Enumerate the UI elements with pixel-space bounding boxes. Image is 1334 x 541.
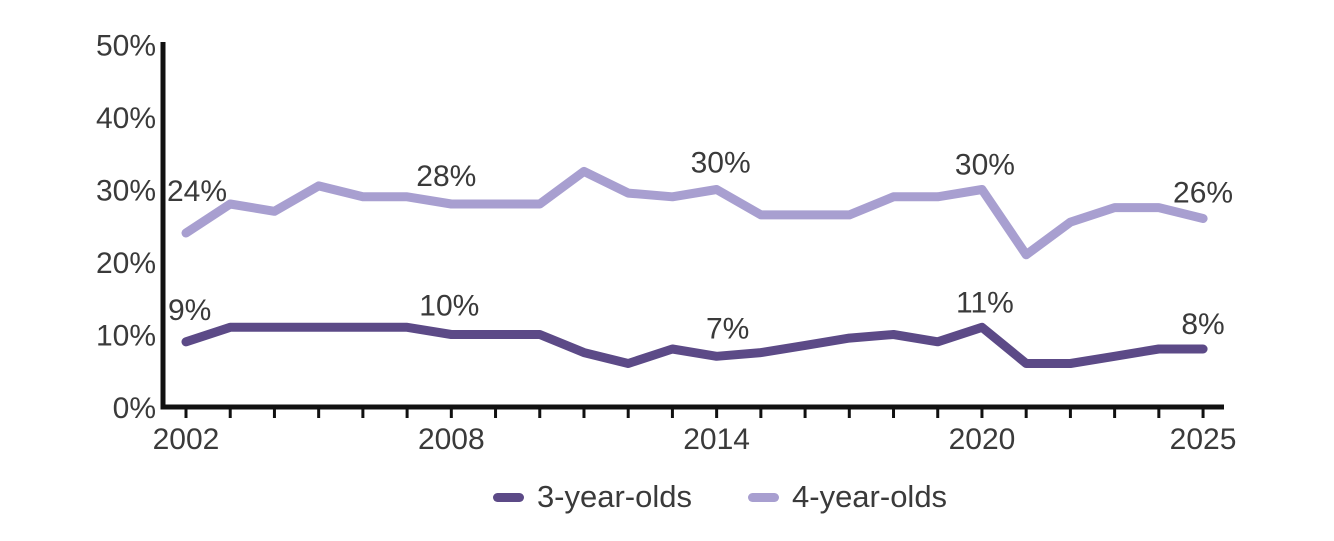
data-label-3-year-olds-2020: 11% bbox=[956, 286, 1014, 319]
legend-swatch-3-year-olds bbox=[492, 492, 524, 502]
chart-legend: 3-year-olds 4-year-olds bbox=[53, 479, 1334, 515]
data-label-3-year-olds-2025: 8% bbox=[1181, 308, 1224, 341]
y-axis-tick-label: 20% bbox=[96, 247, 156, 280]
x-axis-year-label: 2025 bbox=[1170, 423, 1237, 456]
legend-item-3-year-olds: 3-year-olds bbox=[492, 479, 692, 515]
data-label-4-year-olds-2002: 24% bbox=[167, 175, 227, 208]
legend-label-4-year-olds: 4-year-olds bbox=[792, 479, 948, 514]
data-label-4-year-olds-2025: 26% bbox=[1173, 177, 1233, 210]
series-line-3-year-olds bbox=[181, 322, 1208, 368]
data-label-4-year-olds-2020: 30% bbox=[955, 149, 1015, 182]
x-axis-year-label: 2014 bbox=[683, 423, 750, 456]
data-label-3-year-olds-2002: 9% bbox=[168, 294, 211, 327]
x-axis-year-label: 2020 bbox=[949, 423, 1016, 456]
y-axis-tick-label: 40% bbox=[96, 102, 156, 135]
data-label-3-year-olds-2014: 7% bbox=[706, 312, 749, 345]
x-axis-year-label: 2002 bbox=[153, 423, 220, 456]
y-axis-tick-label: 10% bbox=[96, 320, 156, 353]
y-axis-tick-label: 30% bbox=[96, 175, 156, 208]
legend-item-4-year-olds: 4-year-olds bbox=[748, 479, 947, 515]
y-axis-tick-label: 50% bbox=[96, 30, 156, 63]
x-axis-year-label: 2008 bbox=[418, 423, 485, 456]
data-label-4-year-olds-2008: 28% bbox=[416, 160, 476, 193]
y-axis-tick-label: 0% bbox=[113, 392, 156, 425]
legend-swatch-4-year-olds bbox=[748, 492, 779, 502]
data-label-3-year-olds-2008: 10% bbox=[419, 290, 479, 323]
series-line-4-year-olds bbox=[181, 166, 1208, 260]
legend-label-3-year-olds: 3-year-olds bbox=[536, 479, 692, 514]
data-label-4-year-olds-2014: 30% bbox=[691, 147, 751, 180]
